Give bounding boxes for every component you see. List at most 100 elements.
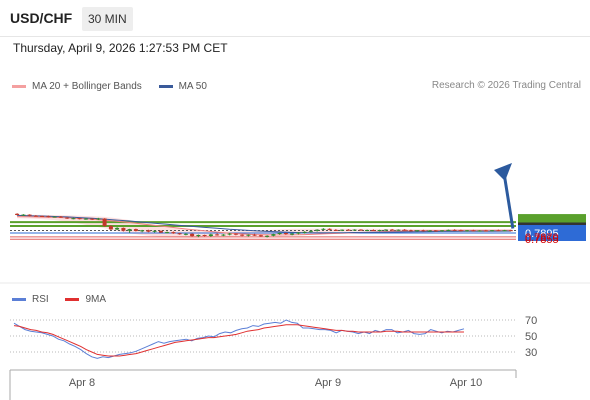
candle-body [246,234,251,236]
candle-body [121,227,126,231]
candle-body [402,229,407,231]
ma20-line [17,216,511,236]
rsi-swatch [12,298,26,301]
candle-body [377,230,382,231]
candle-body [252,234,257,236]
candle-body [102,218,107,226]
rsi-tick-label: 70 [525,315,537,327]
price-legend: MA 20 + Bollinger Bands MA 50 [12,80,221,92]
candle-body [240,234,245,236]
rsi-tick-label: 30 [525,347,537,359]
candle-body [90,218,95,220]
candle-body [52,216,57,218]
candle-body [33,215,38,217]
candle-body [271,234,276,236]
forecast-arrow-head [494,163,512,181]
candle-body [302,231,307,233]
candle-body [446,229,451,231]
candle-body [77,218,82,220]
candle-body [427,230,432,232]
rsi-legend: RSI 9MA [12,293,120,305]
legend-9ma: 9MA [65,294,106,305]
candle-body [352,229,357,231]
candle-body [227,233,232,235]
x-tick-label: Apr 10 [450,377,482,389]
candle-body [440,230,445,232]
candle-body [83,218,88,220]
legend-rsi-label: RSI [32,294,49,305]
candle-body [502,230,507,232]
candle-body [321,228,326,230]
header: USD/CHF 30 MIN [0,0,590,36]
x-tick-label: Apr 8 [69,377,95,389]
datetime-label: Thursday, April 9, 2026 1:27:53 PM CET [13,41,228,55]
candle-body [483,230,488,232]
candle-body [177,233,182,235]
header-divider [0,36,590,37]
candle-body [458,230,463,232]
candle-body [190,233,195,237]
candle-body [108,226,113,230]
candle-body [15,213,20,215]
candle-body [127,229,132,231]
legend-rsi: RSI [12,294,49,305]
candle-body [277,233,282,235]
candle-body [365,230,370,231]
candle-body [46,216,51,218]
candle-body [221,234,226,236]
legend-ma50: MA 50 [158,81,207,92]
candle-body [65,217,70,219]
candle-body [477,230,482,232]
copyright: Research © 2026 Trading Central [431,80,581,91]
ma50-swatch [158,85,173,88]
candle-body [390,229,395,231]
candle-body [196,235,201,237]
candle-body [408,230,413,232]
x-tick-label: Apr 9 [315,377,341,389]
candle-body [308,230,313,232]
candle-body [471,230,476,232]
candle-body [96,218,101,220]
candle-body [158,230,163,233]
candle-body [346,229,351,231]
legend-9ma-label: 9MA [85,294,107,305]
forecast-arrow-shaft [502,172,515,229]
candle-body [283,233,288,235]
candle-body [202,235,207,236]
timeframe-button[interactable]: 30 MIN [82,7,133,31]
candle-body [71,218,76,220]
candle-body [340,229,345,231]
ma20-swatch [12,85,26,88]
level-label-0.7855: 0.7855 [525,234,559,246]
candle-body [133,229,138,231]
level-label-0.7870: 0.7870 [525,232,559,244]
candle-body [396,229,401,231]
rsi-9ma-line [13,324,464,357]
candle-body [433,230,438,232]
candle-body [296,232,301,234]
candle-body [115,227,120,230]
legend-ma50-label: MA 50 [178,81,207,92]
ma50-line [17,214,511,234]
candle-body [327,228,332,230]
candle-body [165,232,170,234]
candle-body [333,229,338,231]
candle-body [371,230,376,231]
candle-body [290,233,295,235]
candle-body [358,229,363,231]
candle-body [315,229,320,231]
candle-body [146,230,151,232]
candle-body [452,229,457,231]
rsi-line [13,319,465,359]
candle-body [171,232,176,234]
candle-body [265,235,270,237]
legend-ma20: MA 20 + Bollinger Bands [12,81,142,92]
candle-body [183,233,188,235]
candle-body [140,230,145,232]
candle-body [383,229,388,231]
symbol-label: USD/CHF [10,10,73,26]
legend-ma20-label: MA 20 + Bollinger Bands [32,81,142,92]
candle-body [208,234,213,236]
candle-body [27,214,32,216]
